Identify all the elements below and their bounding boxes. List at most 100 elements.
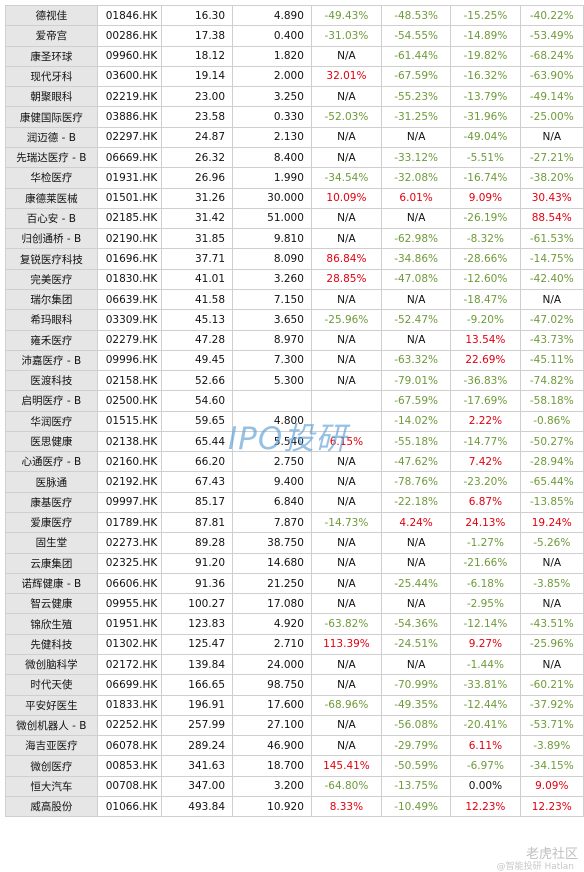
pct2-cell: N/A (380, 653, 452, 676)
pct3-cell: -5.51% (450, 146, 521, 169)
company-name-cell: 华润医疗 (5, 410, 98, 432)
pct2-cell: -55.23% (380, 86, 452, 108)
company-name-cell: 海吉亚医疗 (5, 735, 98, 757)
shares-cell: 4.920 (232, 613, 312, 635)
company-name-cell: 润迈德 - B (5, 126, 98, 148)
price-cell: 125.47 (161, 633, 234, 656)
pct3-cell: 9.27% (450, 633, 521, 656)
pct1-cell: N/A (310, 86, 382, 108)
stock-code-cell: 02279.HK (96, 329, 163, 351)
pct2-cell: -52.47% (380, 309, 452, 331)
pct3-cell: 22.69% (450, 349, 521, 372)
pct2-cell: 4.24% (380, 512, 452, 534)
price-cell: 87.81 (161, 512, 234, 534)
pct2-cell: -13.75% (380, 775, 452, 797)
pct4-cell: -25.96% (519, 633, 584, 656)
pct3-cell: -2.95% (450, 593, 521, 615)
shares-cell: 21.250 (232, 572, 312, 595)
company-name-cell: 心通医疗 - B (5, 451, 98, 473)
shares-cell: 18.700 (232, 755, 312, 777)
pct2-cell: -49.35% (380, 694, 452, 716)
company-name-cell: 医脉通 (5, 471, 98, 493)
price-cell: 91.36 (161, 572, 234, 595)
pct4-cell: 9.09% (519, 775, 584, 797)
shares-cell: 3.200 (232, 775, 312, 797)
price-cell: 26.32 (161, 146, 234, 169)
pct4-cell: -3.85% (519, 572, 584, 595)
pct2-cell: -50.59% (380, 755, 452, 777)
pct1-cell: N/A (310, 735, 382, 757)
table-row: 时代天使 06699.HK 166.65 98.750 N/A -70.99% -33.81… (5, 674, 584, 696)
company-name-cell: 启明医疗 - B (5, 390, 98, 412)
table-row: 归创通桥 - B 02190.HK 31.85 9.810 N/A -62.98% -8.3… (5, 228, 584, 250)
pct4-cell: N/A (519, 126, 584, 148)
pct3-cell: 12.23% (450, 795, 521, 818)
stock-code-cell: 01515.HK (96, 410, 163, 432)
shares-cell: 0.330 (232, 106, 312, 128)
pct1-cell: 145.41% (310, 755, 382, 777)
pct3-cell: -6.97% (450, 755, 521, 777)
pct3-cell: -21.66% (450, 552, 521, 574)
shares-cell: 2.710 (232, 633, 312, 656)
pct1-cell: 86.84% (310, 248, 382, 270)
price-cell: 66.20 (161, 451, 234, 473)
pct3-cell: -36.83% (450, 370, 521, 392)
price-cell: 123.83 (161, 613, 234, 635)
company-name-cell: 瑞尔集团 (5, 288, 98, 311)
table-row: 希玛眼科 03309.HK 45.13 3.650 -25.96% -52.47% -9.2… (5, 309, 584, 331)
pct1-cell: N/A (310, 674, 382, 696)
pct2-cell: -67.59% (380, 390, 452, 412)
pct3-cell: -1.44% (450, 653, 521, 676)
watermark-community: 老虎社区 (525, 847, 578, 862)
shares-cell: 5.300 (232, 370, 312, 392)
table-row: 医渡科技 02158.HK 52.66 5.300 N/A -79.01% -36.83% -… (5, 370, 584, 392)
table-row: 百心安 - B 02185.HK 31.42 51.000 N/A N/A -26.19% 8… (5, 207, 584, 230)
table-row: 康健国际医疗 03886.HK 23.58 0.330 -52.03% -31.25% -3… (5, 106, 584, 128)
shares-cell: 3.250 (232, 86, 312, 108)
company-name-cell: 华检医疗 (5, 167, 98, 189)
stock-code-cell: 01951.HK (96, 613, 163, 635)
pct4-cell: -0.86% (519, 410, 584, 432)
pct3-cell: -12.14% (450, 613, 521, 635)
pct4-cell: N/A (519, 288, 584, 311)
pct4-cell: -43.51% (519, 613, 584, 635)
table-row: 华润医疗 01515.HK 59.65 4.800 -14.02% 2.22% -0.86% (5, 410, 584, 432)
table-row: 瑞尔集团 06639.HK 41.58 7.150 N/A N/A -18.47% N/A (5, 288, 584, 311)
pct4-cell: 88.54% (519, 207, 584, 230)
shares-cell: 17.600 (232, 694, 312, 716)
price-cell: 37.71 (161, 248, 234, 270)
stock-code-cell: 02500.HK (96, 390, 163, 412)
pct2-cell: -47.08% (380, 268, 452, 290)
pct4-cell: N/A (519, 653, 584, 676)
company-name-cell: 康健国际医疗 (5, 106, 98, 128)
company-name-cell: 恒大汽车 (5, 775, 98, 797)
stock-code-cell: 02219.HK (96, 86, 163, 108)
pct1-cell: N/A (310, 126, 382, 148)
pct1-cell: N/A (310, 532, 382, 554)
table-row: 微创脑科学 02172.HK 139.84 24.000 N/A N/A -1.44% N/A (5, 653, 584, 676)
pct1-cell: N/A (310, 572, 382, 595)
company-name-cell: 康德莱医械 (5, 187, 98, 209)
pct3-cell: 24.13% (450, 512, 521, 534)
stock-code-cell: 03886.HK (96, 106, 163, 128)
price-cell: 59.65 (161, 410, 234, 432)
price-cell: 23.58 (161, 106, 234, 128)
stock-code-cell: 01789.HK (96, 512, 163, 534)
table-row: 完美医疗 01830.HK 41.01 3.260 28.85% -47.08% -12.6… (5, 268, 584, 290)
shares-cell: 1.990 (232, 167, 312, 189)
price-cell: 289.24 (161, 735, 234, 757)
price-cell: 31.26 (161, 187, 234, 209)
stock-code-cell: 01931.HK (96, 167, 163, 189)
company-name-cell: 希玛眼科 (5, 309, 98, 331)
company-name-cell: 现代牙科 (5, 65, 98, 88)
pct3-cell: -15.25% (450, 4, 521, 27)
pct4-cell: -49.14% (519, 86, 584, 108)
pct1-cell: N/A (310, 471, 382, 493)
pct4-cell: -47.02% (519, 309, 584, 331)
table-row: 雍禾医疗 02279.HK 47.28 8.970 N/A N/A 13.54% -43.73… (5, 329, 584, 351)
pct1-cell: 8.33% (310, 795, 382, 818)
pct2-cell: -55.18% (380, 430, 452, 453)
company-name-cell: 诺辉健康 - B (5, 572, 98, 595)
pct4-cell: -40.22% (519, 4, 584, 27)
pct2-cell: -34.86% (380, 248, 452, 270)
